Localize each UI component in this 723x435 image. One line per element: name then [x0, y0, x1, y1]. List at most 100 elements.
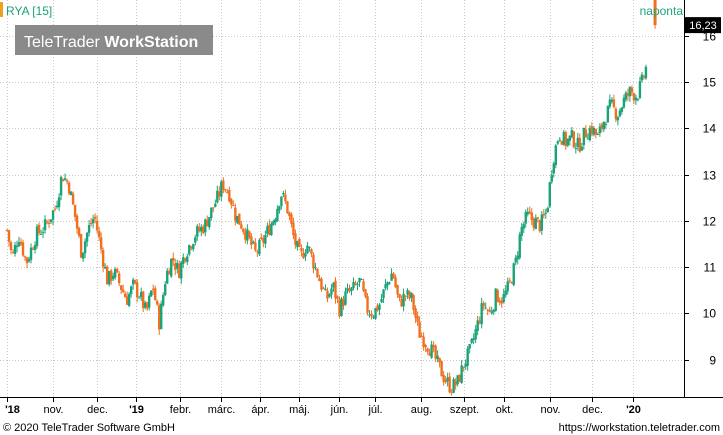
candle-body [576, 137, 580, 147]
candle-body [430, 344, 433, 358]
candle-body [246, 229, 249, 241]
candle-body [630, 87, 634, 93]
candle-body [610, 99, 614, 102]
candle-body [388, 282, 391, 284]
candle-body [592, 127, 596, 135]
candle-body [350, 287, 353, 292]
candle-body [318, 278, 321, 282]
y-tick-label: 15 [703, 76, 717, 90]
candle-body [584, 129, 588, 138]
candle-body [482, 302, 485, 307]
candle-body [41, 231, 45, 233]
candle-body [644, 66, 648, 79]
candle-body [288, 212, 291, 216]
candle-body [590, 126, 594, 134]
candle-body [37, 224, 41, 233]
candle-body [332, 282, 335, 288]
candle-body [99, 237, 103, 250]
candle-body [49, 219, 53, 222]
source-url: https://workstation.teletrader.com [559, 422, 720, 434]
candle-body [492, 309, 495, 313]
candle-body [21, 242, 25, 256]
candle-body [113, 269, 117, 278]
candle-body [13, 244, 17, 254]
x-tick-label: szept. [450, 404, 479, 416]
candle-body [626, 93, 630, 96]
candle-body [324, 288, 327, 291]
candle-body [348, 289, 351, 292]
candle-body [290, 214, 293, 224]
candle-body [572, 131, 576, 148]
candle-body [558, 139, 562, 141]
candle-body [384, 284, 387, 289]
candle-body [458, 374, 461, 382]
candle-body [178, 263, 181, 278]
candle-body [408, 291, 411, 299]
x-tick-label: nov. [44, 404, 64, 416]
candle-body [418, 321, 421, 338]
watermark-light: TeleTrader [24, 34, 104, 51]
candle-body [360, 279, 363, 281]
candle-body [240, 224, 243, 229]
symbol-label: RYA [15] [6, 4, 52, 18]
candle-body [436, 355, 439, 360]
candle-body [298, 238, 301, 247]
candle-body [220, 181, 223, 197]
candle-body [340, 298, 343, 316]
candle-body [214, 203, 217, 207]
candle-body [222, 180, 225, 190]
candle-body [326, 290, 329, 299]
candle-body [83, 241, 87, 254]
candle-body [368, 314, 371, 316]
candle-body [97, 230, 101, 237]
candle-body [302, 252, 305, 259]
y-tick-label: 12 [703, 215, 717, 229]
candle-body [442, 375, 445, 382]
candle-body [31, 248, 35, 250]
candle-body [486, 309, 489, 311]
candle-body [424, 345, 427, 348]
candle-body [196, 226, 199, 237]
candle-body [148, 295, 151, 308]
x-tick-label: dec. [87, 404, 108, 416]
candle-body [17, 242, 21, 247]
candle-body [182, 257, 185, 265]
candle-body [390, 273, 393, 281]
candle-body [300, 247, 303, 252]
candle-body [131, 279, 135, 285]
teletrader-watermark: TeleTrader WorkStation [15, 25, 213, 55]
candle-body [280, 196, 283, 207]
candle-body [9, 242, 13, 251]
candle-body [93, 216, 97, 219]
candle-body [566, 138, 570, 146]
candle-body [39, 233, 43, 235]
candle-body [540, 214, 543, 231]
candle-body [490, 311, 493, 314]
candle-body [69, 191, 73, 196]
candle-body [474, 329, 477, 340]
candle-body [522, 224, 525, 229]
candle-body [364, 289, 367, 297]
candle-body [133, 280, 137, 284]
candle-body [198, 227, 201, 232]
candle-body [206, 219, 209, 227]
candle-body [164, 284, 167, 295]
candle-body [176, 262, 179, 269]
candle-body [258, 239, 261, 255]
candle-body [174, 263, 177, 270]
candle-body [292, 222, 295, 236]
watermark-box [15, 25, 213, 55]
candle-body [101, 250, 105, 267]
candle-body [516, 255, 519, 260]
candle-body [224, 189, 227, 191]
candle-body [428, 352, 431, 356]
candle-body [394, 277, 397, 288]
candle-body [272, 221, 275, 225]
candle-body [440, 361, 443, 377]
footer: © 2020 TeleTrader Software GmbH https://… [0, 418, 723, 435]
candle-body [248, 231, 251, 238]
candle-body [334, 280, 337, 299]
candle-body [276, 208, 279, 221]
candle-body [135, 282, 139, 297]
candle-body [65, 180, 69, 182]
